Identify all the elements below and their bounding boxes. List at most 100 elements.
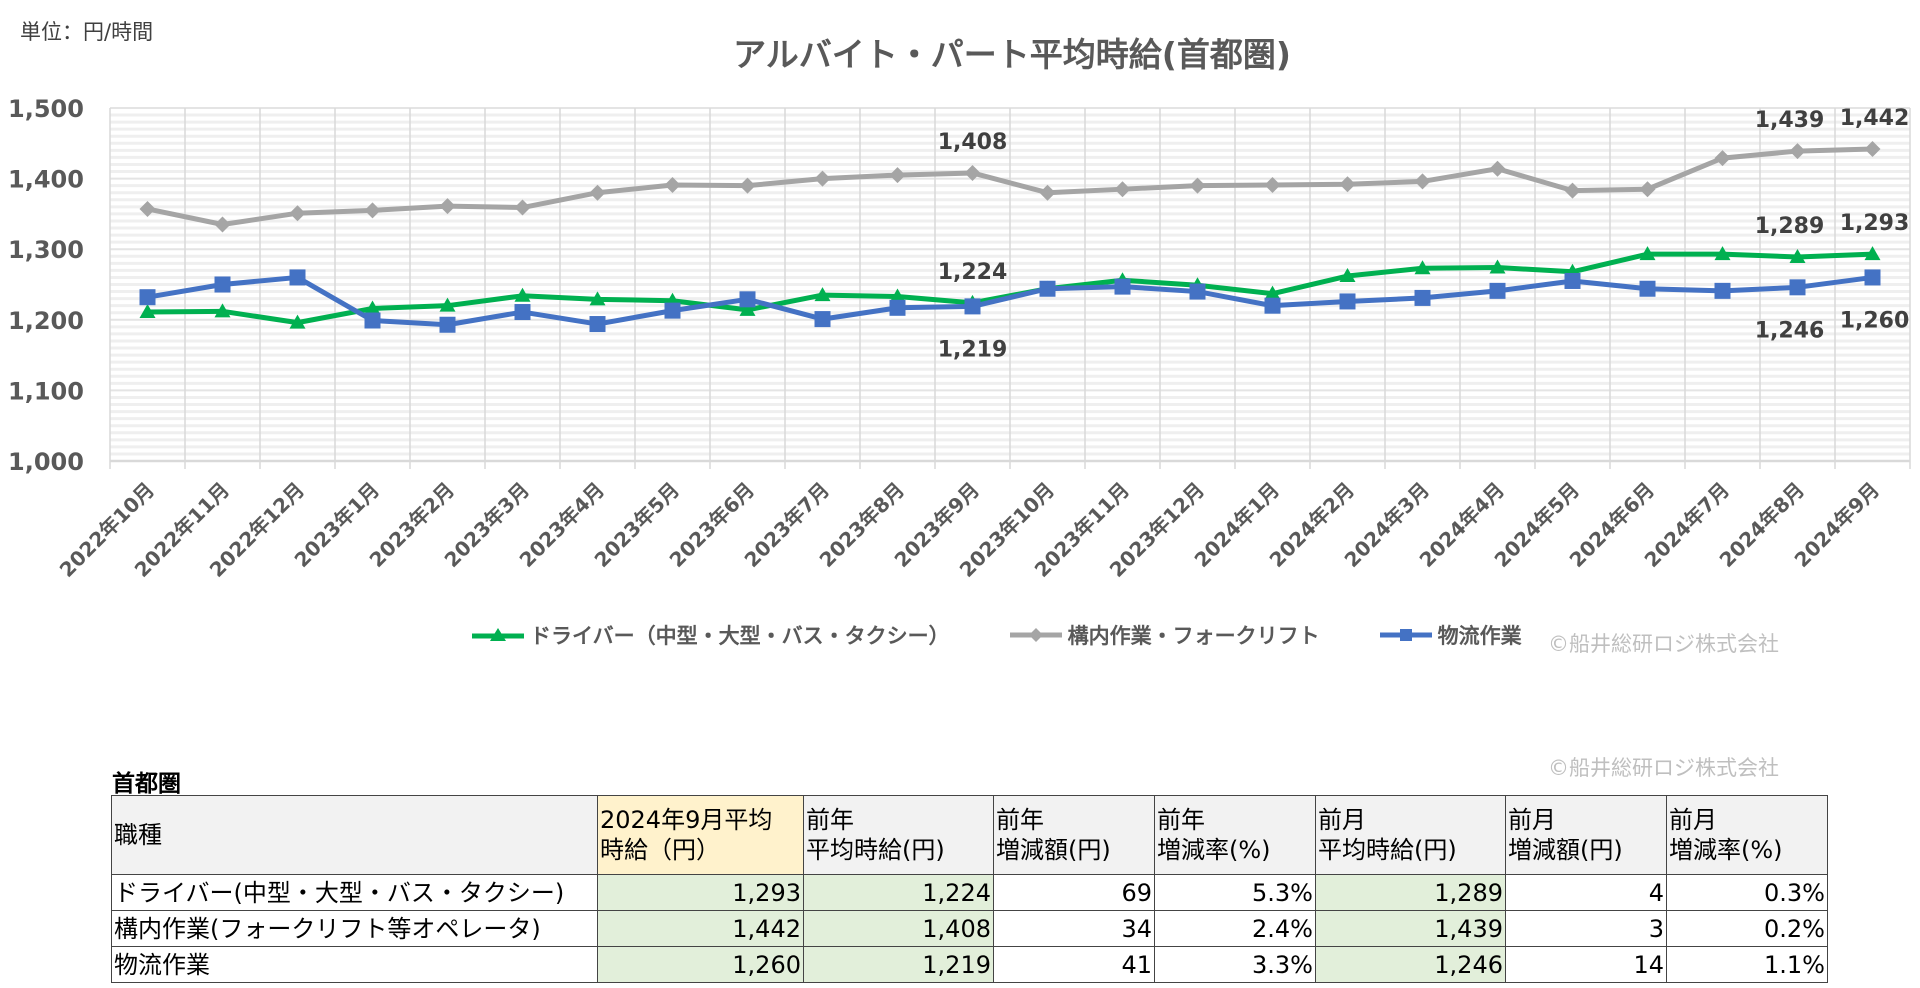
value-cell: 4 [1505, 874, 1667, 911]
data-point-diamond [889, 167, 906, 184]
data-point-square [1789, 279, 1806, 296]
value-cell: 1,439 [1315, 910, 1506, 947]
series-line [147, 274, 1873, 328]
data-point-diamond [214, 216, 231, 233]
data-point-triangle [889, 288, 906, 303]
legend-item-logistics: 物流作業 [1378, 620, 1522, 650]
data-point-diamond [814, 170, 831, 187]
data-point-square [1339, 293, 1356, 310]
data-point-triangle [139, 304, 156, 319]
data-point-triangle [814, 287, 831, 302]
value-cell: 1,408 [803, 910, 994, 947]
y-tick-label: 1,100 [8, 377, 84, 405]
data-point-square [139, 289, 156, 306]
data-point-square [889, 299, 906, 316]
data-point-triangle [364, 300, 381, 315]
data-point-diamond [1714, 150, 1731, 167]
header-line: 2024年9月平均 [600, 806, 773, 834]
unit-label: 単位：円/時間 [20, 20, 154, 44]
data-label: 1,293 [1840, 211, 1910, 236]
value-cell: 0.3% [1666, 874, 1828, 911]
header-line: 前月 [1669, 806, 1717, 834]
value-cell: 1,293 [597, 874, 804, 911]
column-header: 前年 増減率(%) [1154, 795, 1316, 875]
column-header: 前月 増減率(%) [1666, 795, 1828, 875]
data-point-square [589, 316, 606, 333]
data-point-diamond [664, 176, 681, 193]
column-header: 2024年9月平均 時給（円） [597, 795, 804, 875]
data-point-square [1489, 282, 1506, 299]
value-cell: 0.2% [1666, 910, 1828, 947]
data-point-diamond [1339, 176, 1356, 193]
data-label: 1,289 [1755, 214, 1825, 239]
data-point-diamond [439, 198, 456, 215]
legend-label: 構内作業・フォークリフト [1067, 624, 1320, 648]
data-point-diamond [1039, 184, 1056, 201]
legend: ドライバー（中型・大型・バス・タクシー） 構内作業・フォークリフト 物流作業 [470, 620, 1522, 650]
wage-table: 職種 2024年9月平均 時給（円） 前年 平均時給(円) 前年 増減額(円) 前年 増減率(%… [111, 795, 1828, 983]
header-line: 増減額(円) [1508, 836, 1623, 864]
data-point-triangle [289, 314, 306, 329]
legend-item-forklift: 構内作業・フォークリフト [1008, 620, 1320, 650]
value-cell: 3.3% [1154, 946, 1316, 983]
copyright-chart: ©船井総研ロジ株式会社 [1548, 632, 1779, 656]
table-row: ドライバー(中型・大型・バス・タクシー) 1,293 1,224 69 5.3% 1,28… [111, 874, 1828, 911]
column-header: 職種 [111, 795, 598, 875]
data-point-square [1114, 278, 1131, 295]
header-line: 平均時給(円) [1318, 836, 1457, 864]
data-point-triangle [214, 303, 231, 318]
job-type-cell: 構内作業(フォークリフト等オペレータ) [111, 910, 598, 947]
data-point-triangle [514, 287, 531, 302]
data-point-square [814, 311, 831, 328]
value-cell: 14 [1505, 946, 1667, 983]
data-point-triangle [439, 297, 456, 312]
data-point-diamond [1114, 181, 1131, 198]
data-point-square [1864, 269, 1881, 286]
data-label: 1,224 [938, 260, 1008, 285]
data-point-square [1564, 272, 1581, 289]
legend-item-driver: ドライバー（中型・大型・バス・タクシー） [470, 620, 950, 650]
data-point-diamond [289, 205, 306, 222]
data-point-square [289, 269, 306, 286]
header-line: 前年 [806, 806, 854, 834]
data-point-triangle [1789, 248, 1806, 263]
column-header: 前月 増減額(円) [1505, 795, 1667, 875]
header-line: 職種 [114, 821, 162, 849]
header-line: 増減率(%) [1157, 836, 1271, 864]
y-tick-label: 1,000 [8, 448, 84, 476]
data-point-square [739, 291, 756, 308]
value-cell: 1.1% [1666, 946, 1828, 983]
data-point-square [964, 298, 981, 315]
data-point-triangle [1414, 260, 1431, 275]
data-label: 1,260 [1840, 308, 1910, 333]
legend-label: ドライバー（中型・大型・バス・タクシー） [530, 624, 950, 648]
data-label: 1,408 [938, 130, 1008, 155]
data-point-diamond [1489, 160, 1506, 177]
data-point-square [214, 276, 231, 293]
data-point-triangle [589, 291, 606, 306]
value-cell: 69 [993, 874, 1155, 911]
diamond-marker-icon [1009, 628, 1062, 642]
header-line: 前月 [1318, 806, 1366, 834]
header-line: 時給（円） [600, 836, 720, 864]
legend-label: 物流作業 [1437, 624, 1522, 648]
data-point-square [1189, 283, 1206, 300]
data-label: 1,442 [1840, 106, 1910, 131]
table-row: 物流作業 1,260 1,219 41 3.3% 1,246 14 1.1% [111, 946, 1828, 983]
y-tick-label: 1,200 [8, 307, 84, 335]
job-type-cell: ドライバー(中型・大型・バス・タクシー) [111, 874, 598, 911]
data-point-triangle [1639, 246, 1656, 261]
data-point-triangle [1264, 285, 1281, 300]
data-point-triangle [1714, 246, 1731, 261]
value-cell: 3 [1505, 910, 1667, 947]
data-point-diamond [364, 202, 381, 219]
square-marker-icon [1379, 629, 1432, 641]
series-line [146, 146, 1873, 227]
triangle-marker-icon [472, 628, 524, 641]
line-chart: 1,0001,1001,2001,3001,4001,5002022年10月20… [8, 95, 1911, 582]
header-line: 増減率(%) [1669, 836, 1783, 864]
data-point-square [364, 312, 381, 329]
data-point-square [1414, 289, 1431, 306]
value-cell: 1,219 [803, 946, 994, 983]
column-header: 前年 増減額(円) [993, 795, 1155, 875]
